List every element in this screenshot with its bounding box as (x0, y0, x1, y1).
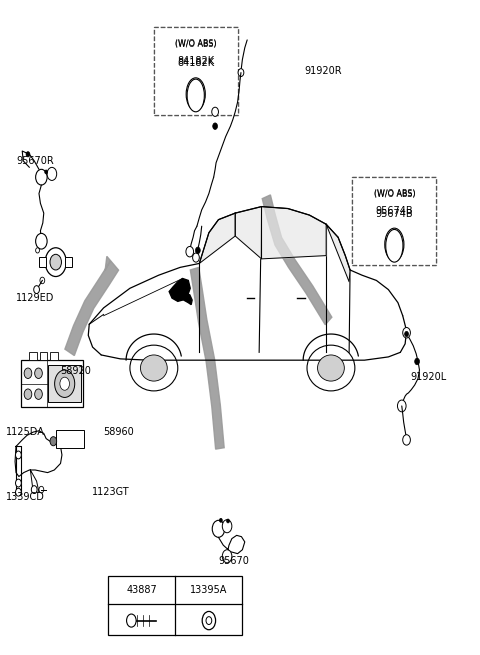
Polygon shape (65, 256, 119, 356)
Text: 95670R: 95670R (16, 156, 54, 166)
Bar (352, 177, 436, 265)
Polygon shape (262, 195, 332, 325)
Text: 91920R: 91920R (305, 66, 342, 76)
Circle shape (219, 518, 222, 522)
Circle shape (15, 488, 21, 496)
Polygon shape (235, 206, 262, 259)
Bar (48, 365, 82, 402)
Text: 1125DA: 1125DA (6, 427, 45, 437)
Text: (W/O ABS): (W/O ABS) (373, 190, 415, 199)
Circle shape (195, 247, 200, 253)
Circle shape (186, 246, 193, 257)
Circle shape (36, 170, 47, 185)
Circle shape (227, 519, 229, 523)
Ellipse shape (130, 345, 178, 391)
Circle shape (15, 479, 21, 487)
Circle shape (40, 277, 45, 284)
Bar (65, 257, 72, 267)
Circle shape (222, 550, 232, 563)
Polygon shape (191, 267, 224, 449)
Ellipse shape (385, 228, 404, 261)
Text: 1123GT: 1123GT (92, 487, 129, 497)
Bar (21, 360, 83, 407)
Circle shape (202, 611, 216, 629)
Text: 84182K: 84182K (177, 56, 214, 66)
Polygon shape (199, 213, 235, 263)
Circle shape (212, 107, 218, 117)
Polygon shape (180, 293, 192, 305)
Circle shape (212, 520, 225, 537)
Ellipse shape (307, 345, 355, 391)
Polygon shape (326, 224, 350, 282)
Bar (40, 352, 47, 360)
Circle shape (403, 435, 410, 445)
Text: 1339CD: 1339CD (6, 493, 45, 502)
Text: (W/O ABS): (W/O ABS) (175, 40, 216, 49)
Circle shape (213, 123, 217, 130)
Ellipse shape (318, 355, 344, 381)
Bar (39, 257, 46, 267)
Text: 91920L: 91920L (410, 371, 446, 381)
Bar (352, 177, 436, 265)
Circle shape (50, 437, 57, 446)
Ellipse shape (186, 78, 205, 111)
Text: 95674B: 95674B (375, 206, 413, 216)
Polygon shape (30, 470, 39, 492)
Text: 58920: 58920 (60, 366, 91, 376)
Circle shape (238, 69, 244, 77)
Circle shape (415, 358, 420, 365)
Ellipse shape (141, 355, 167, 381)
Circle shape (31, 485, 37, 493)
Bar (29, 352, 36, 360)
Bar (108, 576, 242, 635)
Circle shape (403, 328, 410, 338)
Bar (154, 27, 238, 115)
Circle shape (45, 170, 48, 174)
Circle shape (34, 286, 39, 293)
Circle shape (206, 616, 212, 624)
Polygon shape (169, 278, 190, 301)
Polygon shape (262, 206, 326, 259)
Bar (56, 430, 84, 449)
Text: (W/O ABS): (W/O ABS) (373, 189, 415, 198)
Circle shape (127, 614, 136, 627)
Text: 95674B: 95674B (375, 208, 413, 219)
Circle shape (222, 519, 232, 533)
Text: 58960: 58960 (104, 427, 134, 437)
Circle shape (397, 400, 406, 412)
Text: 95670: 95670 (218, 557, 249, 567)
Circle shape (36, 233, 47, 249)
Circle shape (26, 152, 30, 157)
Circle shape (45, 248, 66, 276)
Circle shape (47, 168, 57, 180)
Circle shape (36, 248, 39, 253)
Polygon shape (16, 447, 21, 494)
Circle shape (405, 331, 408, 337)
Polygon shape (15, 431, 62, 477)
Ellipse shape (187, 79, 204, 112)
Text: 43887: 43887 (127, 585, 157, 595)
Bar (50, 352, 58, 360)
Text: 84182K: 84182K (177, 58, 214, 68)
Circle shape (50, 254, 61, 270)
Text: 1129ED: 1129ED (16, 293, 54, 303)
Circle shape (55, 370, 75, 398)
Circle shape (39, 486, 44, 493)
Polygon shape (88, 206, 407, 360)
Circle shape (192, 253, 199, 262)
Circle shape (24, 368, 32, 379)
Circle shape (35, 368, 42, 379)
Text: 13395A: 13395A (190, 585, 228, 595)
Circle shape (24, 389, 32, 400)
Bar (154, 27, 238, 115)
Circle shape (60, 377, 70, 390)
Ellipse shape (386, 229, 403, 262)
Circle shape (35, 389, 42, 400)
Text: (W/O ABS): (W/O ABS) (175, 39, 216, 48)
Circle shape (15, 451, 21, 459)
